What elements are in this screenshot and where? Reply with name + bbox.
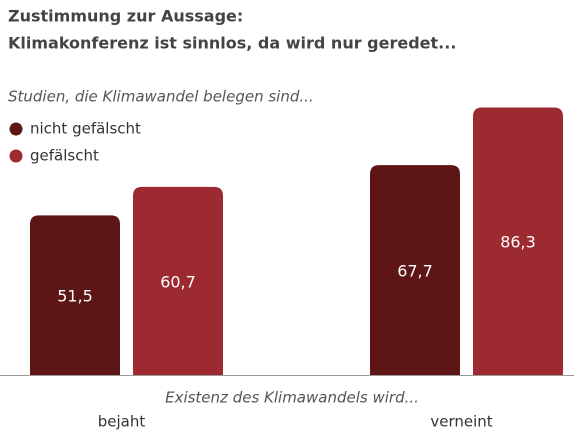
legend-swatch — [9, 149, 23, 163]
chart-title: Zustimmung zur Aussage: — [8, 7, 243, 26]
bar — [473, 107, 563, 375]
chart-subtitle: Klimakonferenz ist sinnlos, da wird nur … — [8, 34, 456, 53]
x-tick-label: verneint — [430, 413, 492, 431]
value-label: 67,7 — [397, 262, 433, 281]
bar — [30, 215, 120, 375]
x-tick-label: bejaht — [98, 413, 146, 431]
bar — [370, 165, 460, 375]
value-label: 86,3 — [500, 233, 536, 252]
value-label: 60,7 — [160, 272, 196, 291]
legend-title: Studien, die Klimawandel belegen sind... — [8, 88, 314, 106]
x-axis-label: Existenz des Klimawandels wird... — [165, 389, 419, 407]
legend-label: gefälscht — [30, 147, 99, 165]
bar — [133, 186, 223, 375]
value-label: 51,5 — [57, 287, 93, 306]
legend-label: nicht gefälscht — [30, 120, 141, 138]
legend-swatch — [9, 122, 23, 136]
